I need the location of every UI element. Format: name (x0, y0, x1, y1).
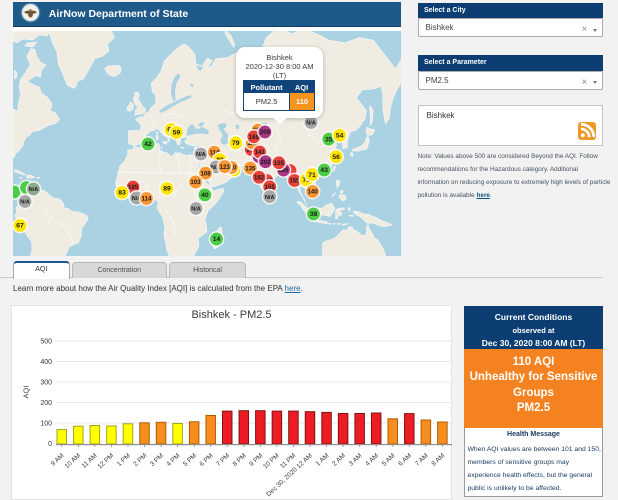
svg-text:135: 135 (245, 165, 256, 172)
svg-text:300: 300 (40, 380, 52, 387)
svg-text:11 AM: 11 AM (81, 452, 99, 470)
svg-text:N/A: N/A (196, 152, 206, 158)
svg-text:7 PM: 7 PM (215, 452, 231, 468)
svg-text:3 AM: 3 AM (348, 452, 364, 467)
svg-text:N/A: N/A (191, 207, 201, 213)
svg-text:10 PM: 10 PM (262, 452, 281, 470)
svg-text:103: 103 (190, 179, 201, 186)
svg-text:10 AM: 10 AM (64, 452, 82, 470)
svg-text:202: 202 (260, 159, 271, 166)
svg-text:AQI: AQI (22, 386, 31, 399)
svg-text:79: 79 (232, 140, 240, 147)
svg-text:1 AM: 1 AM (315, 452, 331, 467)
svg-text:5 AM: 5 AM (381, 452, 397, 467)
svg-text:200: 200 (40, 400, 52, 407)
svg-text:38: 38 (310, 211, 318, 218)
svg-text:140: 140 (308, 189, 319, 196)
svg-text:N/A: N/A (265, 195, 275, 201)
svg-text:71: 71 (303, 177, 311, 184)
svg-text:N/A: N/A (29, 187, 39, 193)
svg-text:108: 108 (201, 170, 212, 177)
svg-text:4 AM: 4 AM (364, 452, 380, 467)
svg-text:0: 0 (48, 441, 52, 448)
svg-text:185: 185 (128, 184, 139, 191)
svg-text:67: 67 (16, 223, 24, 230)
svg-text:71: 71 (308, 172, 316, 179)
svg-text:114: 114 (209, 149, 219, 156)
svg-text:100: 100 (40, 421, 52, 428)
svg-text:54: 54 (336, 133, 344, 140)
svg-text:56: 56 (332, 154, 340, 161)
svg-text:500: 500 (40, 339, 52, 346)
svg-text:155: 155 (265, 184, 276, 191)
svg-text:43: 43 (320, 167, 328, 174)
svg-text:4 PM: 4 PM (165, 452, 181, 468)
svg-text:89: 89 (163, 186, 171, 193)
svg-text:123: 123 (220, 164, 231, 171)
svg-text:35: 35 (325, 136, 333, 143)
svg-text:83: 83 (118, 190, 126, 197)
svg-text:226: 226 (278, 167, 289, 174)
svg-text:59: 59 (173, 130, 181, 137)
svg-text:N/A: N/A (306, 121, 316, 127)
svg-text:2 PM: 2 PM (132, 452, 148, 468)
svg-text:169: 169 (249, 134, 260, 141)
svg-text:40: 40 (201, 192, 209, 199)
svg-text:400: 400 (40, 359, 52, 366)
svg-text:14: 14 (213, 236, 221, 243)
svg-text:5 PM: 5 PM (182, 452, 198, 468)
svg-text:12 PM: 12 PM (97, 452, 116, 470)
svg-text:114: 114 (142, 196, 152, 203)
svg-text:141: 141 (255, 149, 266, 156)
svg-text:42: 42 (144, 141, 152, 148)
svg-text:209: 209 (260, 129, 271, 136)
svg-text:N/A: N/A (211, 165, 221, 171)
svg-text:3 PM: 3 PM (149, 452, 165, 468)
svg-text:155: 155 (289, 178, 300, 185)
svg-text:8 AM: 8 AM (430, 452, 446, 467)
svg-text:8 PM: 8 PM (232, 452, 248, 468)
svg-text:155: 155 (274, 160, 285, 167)
svg-text:1 PM: 1 PM (116, 452, 132, 468)
svg-text:N/A: N/A (20, 200, 30, 206)
svg-text:7 AM: 7 AM (414, 452, 430, 467)
svg-text:182: 182 (254, 174, 265, 181)
svg-text:6 PM: 6 PM (199, 452, 215, 468)
svg-text:2 AM: 2 AM (331, 452, 347, 467)
svg-text:N/A: N/A (132, 196, 142, 202)
svg-text:6 AM: 6 AM (397, 452, 413, 467)
